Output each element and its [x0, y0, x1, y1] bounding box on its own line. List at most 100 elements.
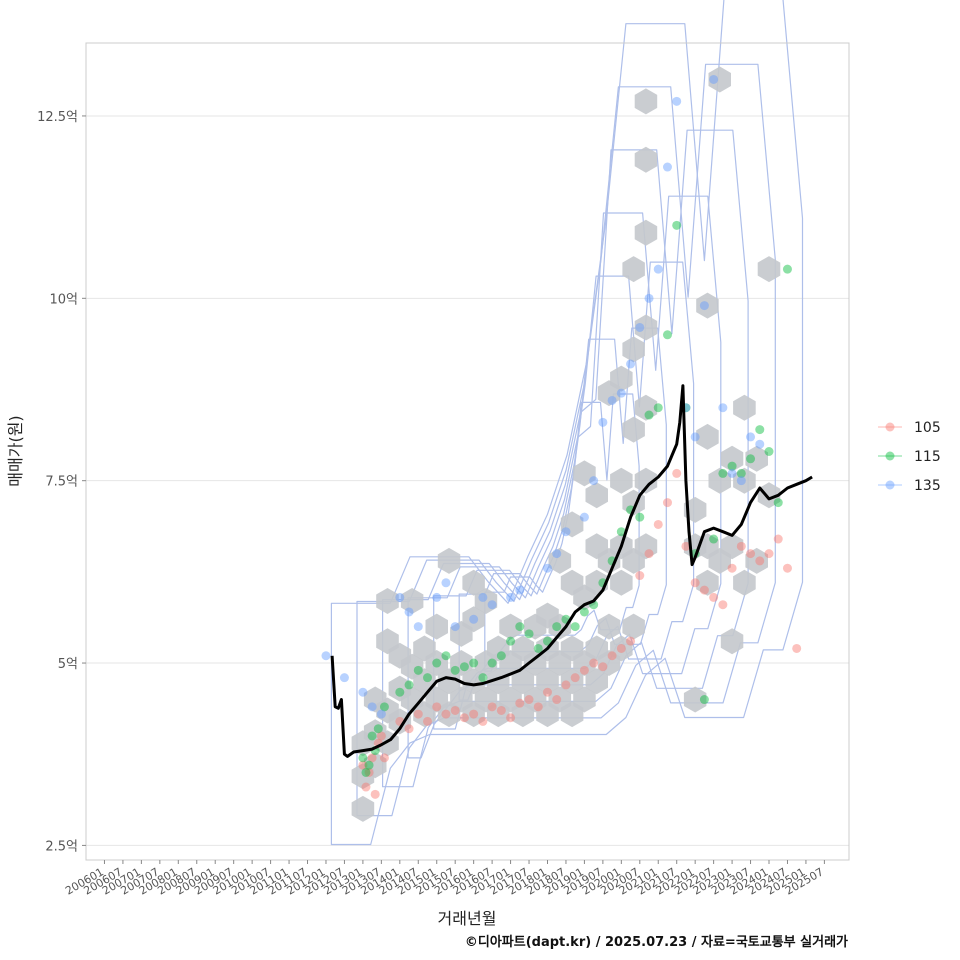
- hexbin: [745, 445, 768, 472]
- hexbin: [622, 336, 645, 363]
- hexbin: [585, 482, 608, 509]
- hexbin: [425, 613, 448, 640]
- hexbin: [757, 482, 781, 509]
- data-point-105: [450, 705, 460, 715]
- data-point-105: [469, 709, 479, 719]
- data-point-135: [358, 687, 368, 697]
- data-point-105: [432, 702, 442, 712]
- data-point-105: [413, 709, 423, 719]
- hexbin: [622, 416, 645, 443]
- data-point-115: [441, 651, 451, 661]
- data-point-135: [542, 563, 552, 573]
- caption: ©디아파트(dapt.kr) / 2025.07.23 / 자료=국토교통부 실…: [465, 934, 848, 950]
- data-point-115: [570, 622, 580, 632]
- hexbin: [610, 635, 633, 662]
- hexbin: [400, 588, 424, 614]
- data-point-115: [478, 673, 488, 683]
- data-point-115: [764, 447, 774, 456]
- data-point-115: [395, 687, 405, 697]
- data-point-135: [552, 549, 562, 559]
- hexbin: [720, 628, 744, 655]
- legend-marker-105: [885, 422, 895, 432]
- data-point-135: [339, 673, 349, 683]
- data-point-105: [626, 636, 636, 646]
- data-point-135: [607, 395, 617, 405]
- data-point-105: [561, 680, 571, 690]
- data-point-115: [358, 753, 368, 763]
- data-point-105: [358, 760, 368, 770]
- data-point-105: [589, 658, 599, 668]
- grid: [86, 115, 849, 846]
- data-point-105: [570, 673, 580, 683]
- y-tick-label: 5억: [58, 657, 78, 672]
- data-point-135: [626, 359, 636, 369]
- data-point-115: [773, 498, 783, 508]
- data-point-135: [478, 592, 488, 602]
- data-point-105: [653, 519, 663, 529]
- data-point-115: [432, 658, 442, 668]
- hexbin: [437, 668, 461, 695]
- hexbin: [634, 467, 658, 494]
- data-point-105: [370, 789, 380, 799]
- data-point-115: [552, 622, 562, 632]
- data-point-135: [672, 96, 682, 106]
- data-point-135: [579, 512, 589, 522]
- data-point-105: [478, 716, 488, 726]
- hexbin: [363, 752, 387, 779]
- data-point-135: [718, 403, 728, 413]
- data-point-105: [579, 665, 589, 675]
- data-point-105: [459, 713, 469, 723]
- hexbin: [610, 365, 633, 392]
- hexbin: [634, 219, 658, 246]
- data-point-135: [413, 622, 423, 632]
- data-point-105: [441, 709, 451, 719]
- data-point-115: [736, 468, 746, 478]
- hexbin: [573, 460, 596, 487]
- data-point-105: [542, 687, 552, 697]
- data-point-115: [423, 673, 433, 683]
- hexbin: [733, 467, 756, 494]
- hexbin: [634, 394, 658, 421]
- hexbin: [610, 467, 633, 494]
- data-point-105: [506, 713, 516, 723]
- data-point-115: [450, 665, 460, 675]
- hexbin: [733, 569, 756, 596]
- hexbin: [696, 292, 719, 319]
- data-point-115: [533, 643, 543, 653]
- data-point-115: [469, 658, 479, 668]
- data-point-135: [515, 585, 525, 595]
- data-point-105: [681, 541, 691, 551]
- hexbin: [634, 146, 658, 173]
- data-point-105: [616, 643, 626, 653]
- data-point-105: [379, 753, 389, 763]
- data-point-135: [616, 388, 626, 398]
- data-point-105: [672, 468, 682, 478]
- y-axis-ticks: 2.5억 5억 7.5억 10억 12.5억: [37, 110, 86, 854]
- data-point-105: [598, 662, 608, 672]
- hexbin: [634, 88, 658, 115]
- hexbin: [585, 668, 608, 695]
- hexbin: [573, 686, 596, 713]
- data-point-115: [579, 607, 589, 617]
- legend-marker-135: [885, 480, 895, 490]
- hexbin: [474, 588, 498, 614]
- hexbin: [757, 256, 781, 283]
- data-point-135: [404, 607, 414, 617]
- data-point-105: [635, 571, 645, 581]
- legend: 105 115 135: [878, 420, 941, 494]
- data-point-135: [441, 578, 451, 588]
- data-point-115: [515, 622, 525, 632]
- data-point-105: [361, 782, 371, 792]
- data-point-115: [653, 403, 663, 413]
- data-point-105: [662, 498, 672, 508]
- data-point-115: [361, 767, 371, 777]
- data-point-105: [607, 651, 617, 661]
- y-tick-label: 7.5억: [45, 475, 78, 490]
- data-point-105: [367, 753, 377, 763]
- data-point-135: [644, 293, 654, 303]
- data-point-115: [367, 731, 377, 741]
- y-tick-label: 12.5억: [37, 110, 78, 125]
- y-tick-label: 10억: [49, 292, 78, 307]
- hexbin: [536, 668, 559, 695]
- data-point-115: [413, 665, 423, 675]
